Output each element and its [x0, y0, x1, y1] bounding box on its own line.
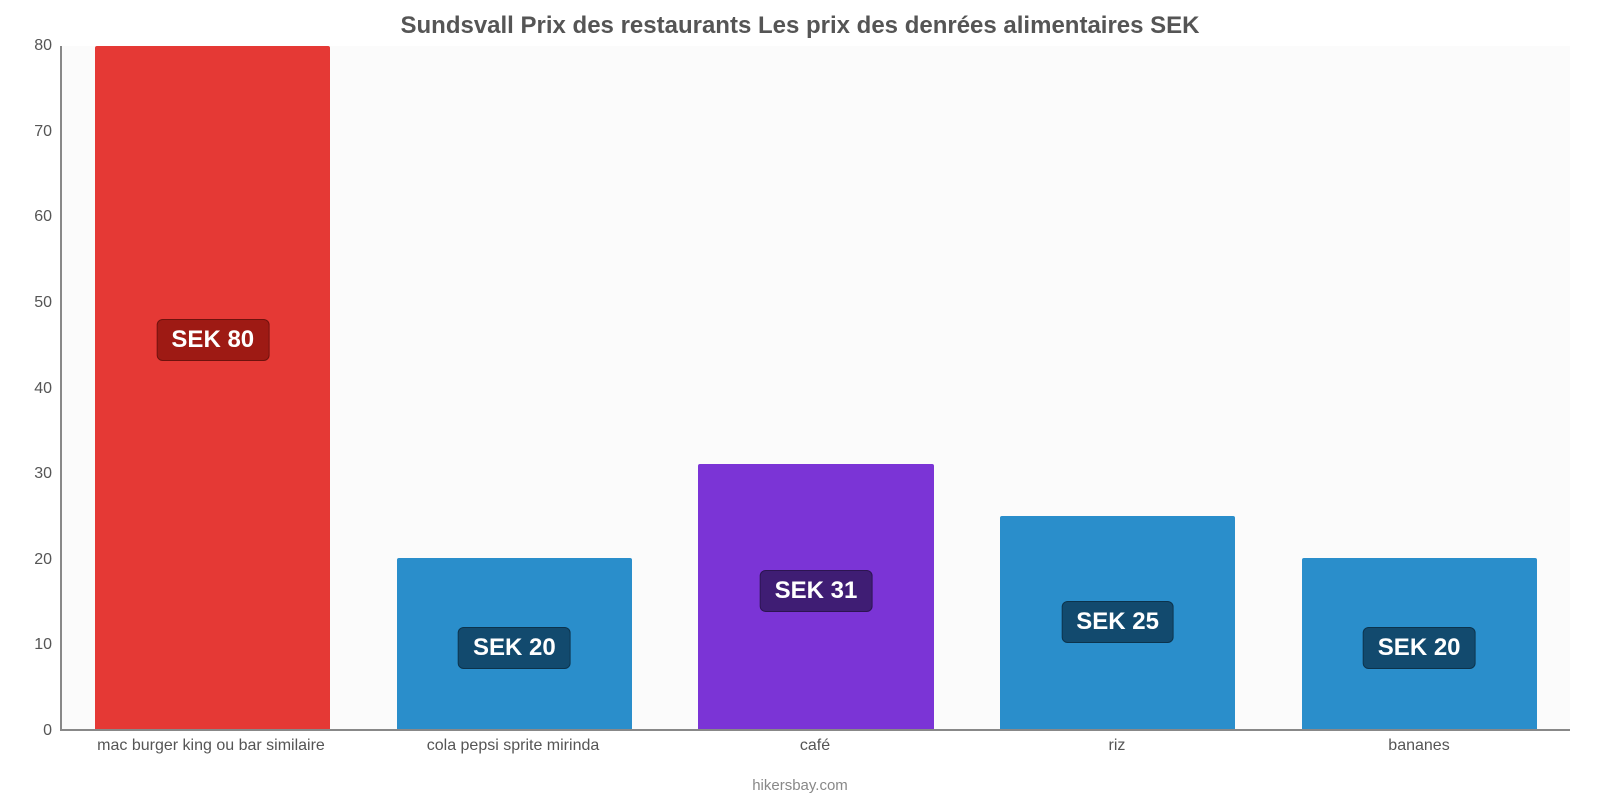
bar: SEK 20 — [1302, 558, 1537, 729]
chart-source: hikersbay.com — [0, 777, 1600, 800]
x-axis-label: mac burger king ou bar similaire — [60, 731, 362, 777]
bar-value-label: SEK 31 — [760, 570, 873, 612]
bars-container: SEK 80 SEK 20 SEK 31 SEK 25 SEK 20 — [62, 46, 1570, 729]
bar-chart: Sundsvall Prix des restaurants Les prix … — [0, 0, 1600, 800]
x-axis-label: riz — [966, 731, 1268, 777]
y-tick: 0 — [43, 722, 52, 740]
bar-value-label: SEK 25 — [1061, 601, 1174, 643]
y-tick: 30 — [34, 465, 52, 483]
y-tick: 70 — [34, 123, 52, 141]
x-axis-label: café — [664, 731, 966, 777]
bar: SEK 80 — [95, 46, 330, 729]
bar-slot: SEK 25 — [967, 46, 1269, 729]
plot-row: 01020304050607080 SEK 80SEK 20SEK 31SEK … — [0, 46, 1600, 731]
bar-slot: SEK 20 — [1268, 46, 1570, 729]
x-axis: mac burger king ou bar similairecola pep… — [0, 731, 1600, 777]
y-tick: 40 — [34, 380, 52, 398]
x-axis-label: bananes — [1268, 731, 1570, 777]
bar: SEK 31 — [698, 464, 933, 729]
bar: SEK 20 — [397, 558, 632, 729]
plot-area: SEK 80 SEK 20 SEK 31 SEK 25 SEK 20 — [60, 46, 1570, 731]
chart-title: Sundsvall Prix des restaurants Les prix … — [0, 0, 1600, 46]
y-tick: 50 — [34, 294, 52, 312]
y-tick: 80 — [34, 37, 52, 55]
y-tick: 60 — [34, 208, 52, 226]
bar-slot: SEK 31 — [665, 46, 967, 729]
y-axis: 01020304050607080 — [0, 46, 60, 731]
x-axis-label: cola pepsi sprite mirinda — [362, 731, 664, 777]
bar-value-label: SEK 80 — [156, 319, 269, 361]
bar-slot: SEK 20 — [364, 46, 666, 729]
bar-value-label: SEK 20 — [1363, 627, 1476, 669]
bar: SEK 25 — [1000, 516, 1235, 729]
y-tick: 10 — [34, 636, 52, 654]
bar-value-label: SEK 20 — [458, 627, 571, 669]
y-tick: 20 — [34, 551, 52, 569]
bar-slot: SEK 80 — [62, 46, 364, 729]
